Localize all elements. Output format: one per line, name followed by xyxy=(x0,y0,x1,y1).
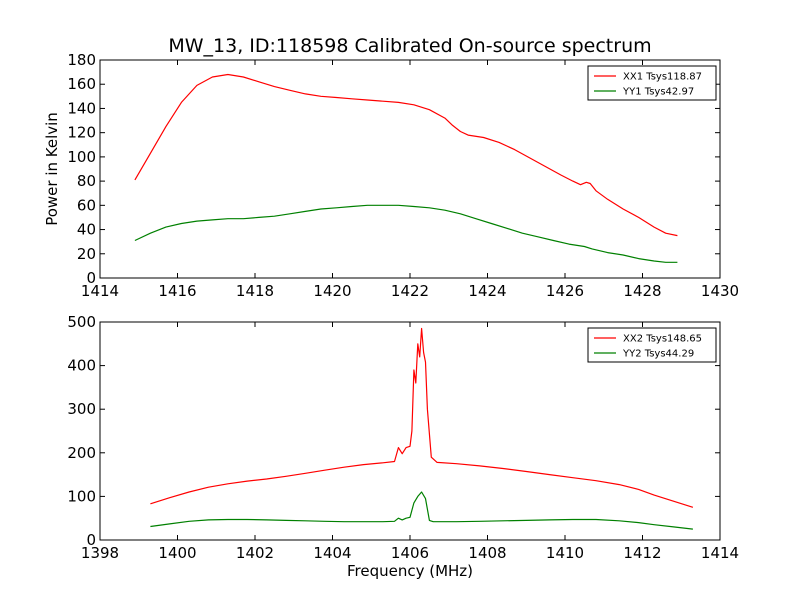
x-tick-label: 1426 xyxy=(546,282,584,300)
x-tick-label: 1406 xyxy=(391,544,429,562)
legend-label-xx1: XX1 Tsys118.87 xyxy=(623,72,702,83)
x-tick-label: 1414 xyxy=(81,282,119,300)
x-tick-label: 1410 xyxy=(546,544,584,562)
x-tick-label: 1430 xyxy=(701,282,739,300)
y-tick-label: 80 xyxy=(77,172,96,190)
y-tick-label: 140 xyxy=(67,99,96,117)
series-line-yy1 xyxy=(134,204,678,263)
y-axis-label-top: Power in Kelvin xyxy=(43,112,61,226)
series-line-yy2 xyxy=(150,491,693,530)
legend-2: XX2 Tsys148.65 YY2 Tsys44.29 xyxy=(587,327,717,363)
y-tick-label: 100 xyxy=(67,148,96,166)
legend-label-yy2: YY2 Tsys44.29 xyxy=(622,349,694,360)
y-tick-label: 180 xyxy=(67,51,96,69)
plot-panel-1: 1414 1416 1418 1420 1422 1424 1426 1428 1430 0 20 4… xyxy=(67,51,739,300)
y-tick-label: 100 xyxy=(67,487,96,505)
legend-box xyxy=(587,65,717,101)
y-tick-label: 160 xyxy=(67,75,96,93)
y-tick-label: 300 xyxy=(67,400,96,418)
x-tick-label: 1416 xyxy=(158,282,196,300)
x-tick-label: 1408 xyxy=(468,544,506,562)
legend-box xyxy=(587,327,717,363)
y-tick-label: 0 xyxy=(86,269,96,287)
x-tick-label: 1422 xyxy=(391,282,429,300)
x-tick-label: 1424 xyxy=(468,282,506,300)
chart-title: MW_13, ID:118598 Calibrated On-source sp… xyxy=(168,35,651,57)
y-tick-label: 0 xyxy=(86,531,96,549)
y-tick-label: 500 xyxy=(67,313,96,331)
x-tick-label: 1404 xyxy=(313,544,351,562)
y-tick-label: 120 xyxy=(67,124,96,142)
legend-1: XX1 Tsys118.87 YY1 Tsys42.97 xyxy=(587,65,717,101)
y-tick-label: 200 xyxy=(67,444,96,462)
legend-label-xx2: XX2 Tsys148.65 xyxy=(623,334,702,345)
x-tick-label: 1414 xyxy=(701,544,739,562)
y-tick-label: 40 xyxy=(77,221,96,239)
legend-label-yy1: YY1 Tsys42.97 xyxy=(622,87,694,98)
x-tick-label: 1418 xyxy=(236,282,274,300)
series-line-xx2 xyxy=(150,327,694,508)
x-tick-label: 1400 xyxy=(158,544,196,562)
x-tick-label: 1398 xyxy=(81,544,119,562)
x-axis-label-bottom: Frequency (MHz) xyxy=(347,562,473,580)
x-tick-label: 1402 xyxy=(236,544,274,562)
series-line-xx1 xyxy=(134,73,678,237)
plot-panel-2: 1398 1400 1402 1404 1406 1408 1410 1412 1414 0 100… xyxy=(67,313,739,562)
y-tick-label: 60 xyxy=(77,196,96,214)
x-tick-label: 1428 xyxy=(623,282,661,300)
x-tick-label: 1412 xyxy=(623,544,661,562)
y-tick-label: 20 xyxy=(77,245,96,263)
y-tick-label: 400 xyxy=(67,357,96,375)
x-tick-label: 1420 xyxy=(313,282,351,300)
